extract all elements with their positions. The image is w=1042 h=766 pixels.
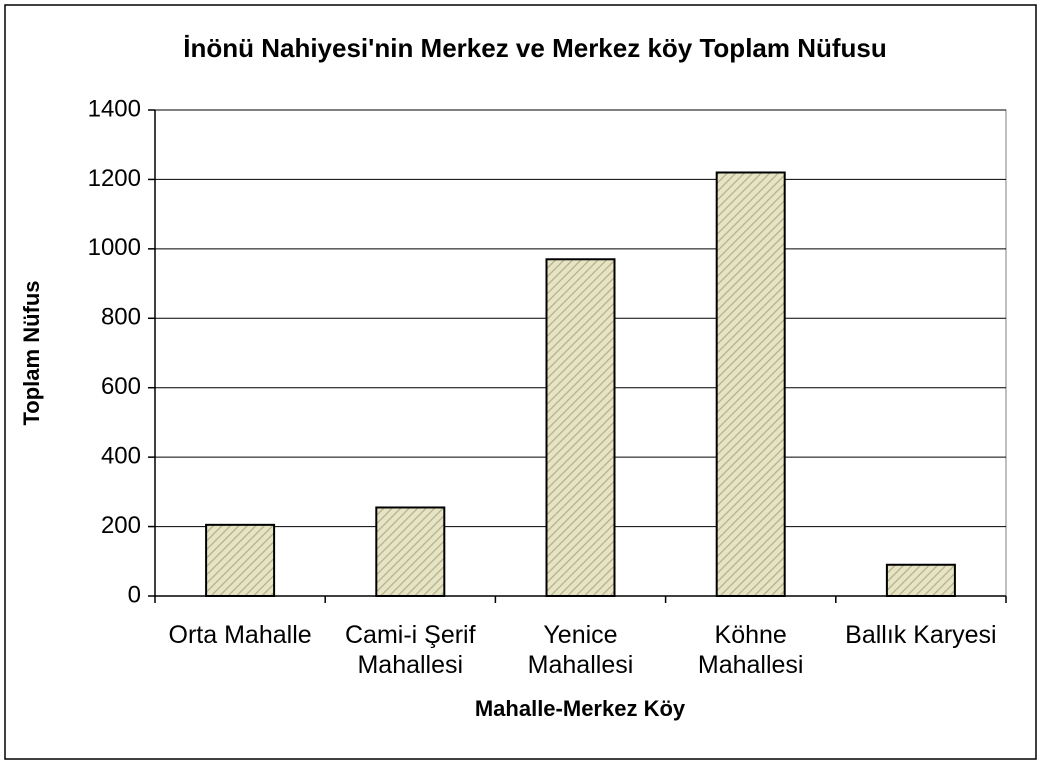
y-tick-label: 200: [101, 512, 141, 539]
x-axis-title: Mahalle-Merkez Köy: [475, 696, 686, 721]
y-tick-label: 800: [101, 304, 141, 331]
y-tick-label: 1200: [88, 165, 141, 192]
y-tick-label: 0: [128, 581, 141, 608]
x-tick-label: Yenice Mahallesi: [527, 621, 634, 679]
bar: [715, 171, 786, 597]
x-tick-label: Cami-i Şerif Mahallesi: [344, 621, 476, 679]
y-tick-label: 1000: [88, 234, 141, 261]
y-tick-label: 400: [101, 442, 141, 469]
y-tick-label: 1400: [88, 95, 141, 122]
chart-border: [4, 4, 1037, 760]
y-axis-title: Toplam Nüfus: [19, 280, 44, 425]
bar: [375, 506, 446, 598]
bar: [545, 258, 616, 597]
chart-title: İnönü Nahiyesi'nin Merkez ve Merkez köy …: [183, 33, 887, 63]
bar: [885, 563, 956, 597]
y-tick-label: 600: [101, 373, 141, 400]
bar: [205, 523, 276, 597]
x-tick-label: Köhne Mahallesi: [697, 621, 804, 679]
x-tick-label: Ballık Karyesi: [845, 621, 997, 649]
x-tick-label: Orta Mahalle: [168, 621, 312, 649]
